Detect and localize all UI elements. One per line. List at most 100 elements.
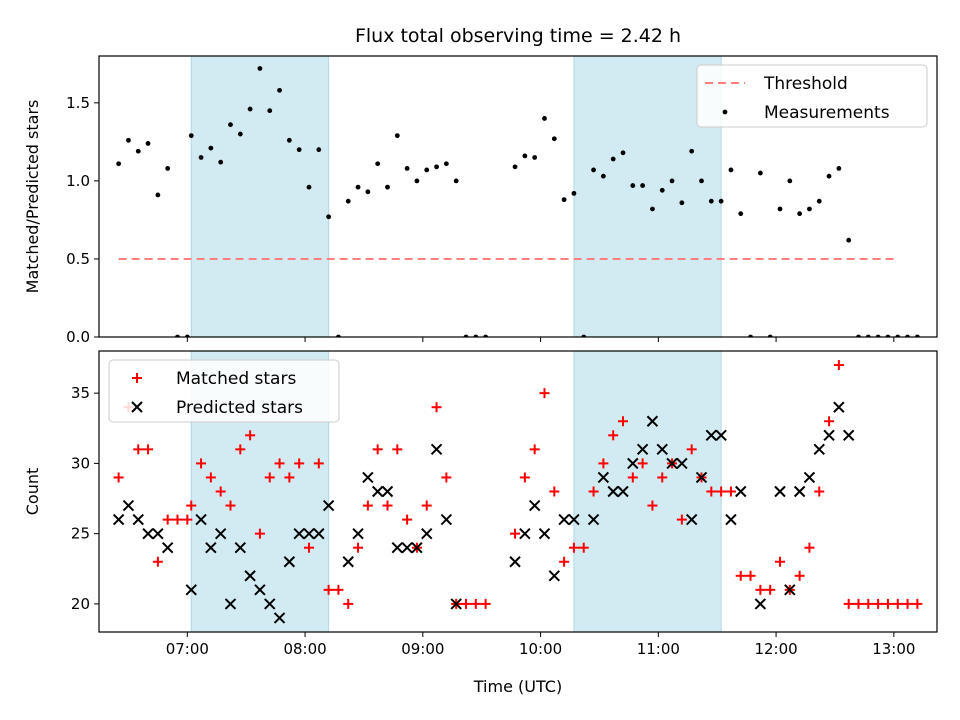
matched-star-marker bbox=[333, 584, 344, 595]
predicted-star-marker bbox=[391, 541, 404, 554]
y-tick-label: 20 bbox=[71, 595, 90, 613]
predicted-star-marker bbox=[597, 471, 610, 484]
matched-star-marker bbox=[765, 584, 776, 595]
matched-star-marker bbox=[362, 500, 373, 511]
predicted-star-marker bbox=[430, 443, 443, 456]
matched-star-marker bbox=[912, 598, 923, 609]
measurement-point bbox=[267, 108, 273, 114]
matched-star-marker bbox=[725, 486, 736, 497]
matched-star-marker bbox=[882, 598, 893, 609]
measurement-point bbox=[345, 198, 351, 204]
x-tick-label: 07:00 bbox=[166, 640, 209, 658]
predicted-star-marker bbox=[273, 612, 286, 624]
predicted-star-marker bbox=[607, 485, 619, 498]
matched-star-marker bbox=[686, 444, 697, 455]
measurement-point bbox=[424, 167, 430, 173]
predicted-star-marker bbox=[558, 513, 570, 526]
matched-star-marker bbox=[196, 458, 207, 469]
measurement-point bbox=[355, 184, 361, 190]
measurement-point bbox=[699, 178, 704, 184]
predicted-star-marker bbox=[293, 527, 305, 540]
matched-star-marker bbox=[519, 472, 530, 483]
matched-star-marker bbox=[143, 444, 154, 455]
measurement-point bbox=[208, 145, 214, 151]
measurement-point bbox=[286, 137, 292, 143]
predicted-star-marker bbox=[450, 598, 462, 610]
matched-star-marker bbox=[182, 514, 193, 525]
matched-star-marker bbox=[745, 570, 756, 581]
measurement-point bbox=[316, 147, 322, 153]
measurement-point bbox=[610, 156, 616, 162]
predicted-star-marker bbox=[538, 527, 551, 540]
predicted-star-marker bbox=[705, 429, 718, 442]
predicted-star-marker bbox=[142, 527, 154, 540]
matched-star-marker bbox=[353, 542, 364, 553]
measurement-point bbox=[145, 141, 151, 146]
measurement-point bbox=[385, 184, 390, 190]
matched-star-marker bbox=[470, 598, 481, 609]
predicted-star-marker bbox=[185, 584, 197, 596]
y-tick-label: 1.0 bbox=[66, 172, 90, 190]
matched-star-marker bbox=[863, 598, 874, 609]
measurement-point bbox=[155, 192, 161, 198]
x-axis-label: Time (UTC) bbox=[473, 677, 562, 696]
matched-star-marker bbox=[676, 514, 687, 525]
predicted-star-marker bbox=[823, 429, 835, 442]
measurement-point bbox=[247, 106, 253, 112]
matched-star-marker bbox=[873, 598, 884, 609]
matched-star-marker bbox=[814, 486, 825, 497]
y-tick-label: 25 bbox=[71, 525, 90, 543]
legend-label: Predicted stars bbox=[176, 398, 303, 418]
matched-star-marker bbox=[421, 500, 432, 511]
measurement-point bbox=[640, 183, 646, 188]
matched-star-marker bbox=[205, 472, 216, 483]
measurement-point bbox=[394, 133, 400, 139]
measurement-point bbox=[571, 190, 577, 196]
matched-star-marker bbox=[853, 598, 864, 609]
matched-star-marker bbox=[647, 500, 658, 511]
axes-frame bbox=[98, 55, 938, 338]
matched-star-marker bbox=[794, 570, 805, 581]
measurement-point bbox=[453, 178, 459, 184]
legend-label: Threshold bbox=[763, 74, 848, 94]
predicted-star-marker bbox=[803, 471, 816, 484]
matched-star-marker bbox=[892, 598, 903, 609]
measurement-point bbox=[689, 148, 695, 154]
predicted-star-marker bbox=[548, 570, 561, 582]
matched-star-marker bbox=[264, 472, 275, 483]
matched-star-marker bbox=[343, 598, 354, 609]
matched-star-marker bbox=[431, 402, 442, 413]
measurement-point bbox=[600, 173, 606, 179]
predicted-star-marker bbox=[784, 584, 796, 596]
matched-star-marker bbox=[480, 598, 491, 609]
predicted-star-marker bbox=[656, 443, 668, 456]
y-axis-label: Count bbox=[23, 468, 42, 516]
x-tick-label: 09:00 bbox=[401, 640, 444, 658]
predicted-star-marker bbox=[754, 598, 767, 610]
y-tick-label: 1.5 bbox=[66, 94, 90, 112]
x-tick-label: 08:00 bbox=[283, 640, 326, 658]
predicted-star-marker bbox=[695, 471, 708, 484]
predicted-star-marker bbox=[234, 541, 247, 554]
measurement-point bbox=[188, 133, 194, 139]
measurement-point bbox=[630, 183, 636, 188]
measurement-point bbox=[434, 164, 439, 170]
matched-star-marker bbox=[716, 486, 727, 497]
predicted-star-marker bbox=[440, 513, 453, 526]
measurement-point bbox=[669, 178, 675, 184]
measurement-point bbox=[797, 211, 803, 217]
matched-star-marker bbox=[824, 416, 835, 427]
measurement-point bbox=[650, 206, 655, 212]
predicted-star-marker bbox=[122, 499, 135, 512]
matched-star-marker bbox=[843, 598, 854, 609]
measurement-point bbox=[787, 178, 793, 184]
legend-box bbox=[696, 64, 928, 128]
measurement-point bbox=[738, 211, 744, 217]
matched-star-marker bbox=[245, 430, 256, 441]
matched-star-marker bbox=[162, 514, 173, 525]
matched-star-marker bbox=[382, 500, 393, 511]
measurement-point bbox=[708, 198, 714, 204]
matched-star-marker bbox=[294, 458, 305, 469]
measurement-point bbox=[277, 87, 282, 93]
